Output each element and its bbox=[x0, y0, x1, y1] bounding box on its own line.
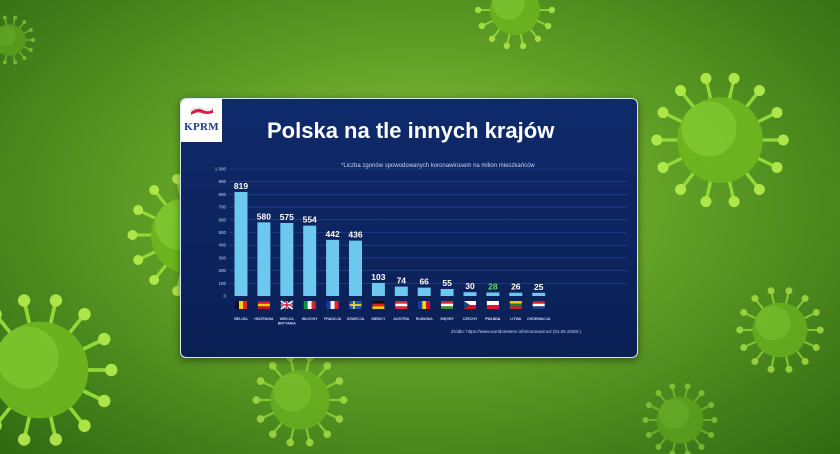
y-tick-label: 900 bbox=[218, 179, 226, 184]
bar bbox=[257, 222, 271, 296]
x-tick-label: WIELKA BRYTANIA bbox=[278, 317, 297, 326]
bar-value-label: 442 bbox=[326, 229, 340, 239]
kprm-logo: KPRM bbox=[181, 99, 222, 142]
x-tick-label: HISZPANIA bbox=[254, 317, 274, 321]
bar-value-label: 575 bbox=[280, 212, 294, 222]
flag-icon bbox=[395, 301, 408, 309]
x-tick-label: CZECHY bbox=[463, 317, 478, 321]
x-tick-label: RUMUNIA bbox=[416, 317, 433, 321]
infographic-card: KPRM Polska na tle innych krajów *Liczba… bbox=[180, 98, 638, 358]
bar bbox=[326, 239, 340, 296]
flag-icon bbox=[441, 301, 454, 309]
y-tick-label: 0 bbox=[223, 294, 226, 299]
y-tick-label: 1 000 bbox=[215, 167, 227, 172]
flag-icon bbox=[418, 301, 431, 309]
x-tick-label: POLSKA bbox=[485, 317, 500, 321]
flag-icon bbox=[303, 301, 316, 309]
y-tick-label: 600 bbox=[218, 217, 226, 222]
bar-value-label: 436 bbox=[348, 230, 362, 240]
flag-icon bbox=[280, 300, 294, 310]
flag-icon bbox=[509, 301, 522, 309]
bar bbox=[417, 287, 431, 296]
bar bbox=[532, 292, 546, 296]
flag-icon bbox=[326, 301, 339, 309]
virus-icon bbox=[0, 294, 118, 446]
bar-value-label: 25 bbox=[534, 282, 544, 292]
bar bbox=[394, 286, 408, 296]
bar-value-label: 580 bbox=[257, 211, 271, 221]
chart-title: Polska na tle innych krajów bbox=[267, 118, 555, 143]
virus-icon bbox=[252, 353, 348, 447]
bar-value-label: 554 bbox=[303, 215, 317, 225]
source-note: Źródło: https://www.worldometers.info/co… bbox=[451, 329, 582, 334]
bar-value-label: 55 bbox=[442, 278, 452, 288]
x-tick-label: WŁOCHY bbox=[302, 317, 319, 321]
flag-icon bbox=[486, 301, 499, 309]
flag-icon bbox=[257, 301, 270, 309]
bar bbox=[349, 240, 362, 296]
bar bbox=[303, 225, 317, 296]
bar-value-label: 66 bbox=[419, 277, 429, 287]
y-tick-label: 500 bbox=[218, 230, 226, 235]
bar-chart: 0 100 200 300 400 500 600 700 800 900 1 000 819 BELG… bbox=[215, 167, 627, 326]
bar bbox=[234, 191, 248, 296]
y-tick-label: 800 bbox=[218, 192, 226, 197]
bar bbox=[463, 292, 477, 296]
y-tick-label: 200 bbox=[218, 268, 226, 273]
virus-icon bbox=[475, 0, 555, 50]
logo-text: KPRM bbox=[184, 121, 219, 133]
x-tick-label: FRANCJA bbox=[324, 317, 342, 321]
y-tick-label: 100 bbox=[218, 281, 226, 286]
x-tick-label: CHORWACJA bbox=[527, 317, 551, 321]
flag-icon bbox=[349, 301, 362, 309]
bar-value-label: 28 bbox=[488, 281, 498, 291]
x-tick-label: NIEMCY bbox=[371, 317, 386, 321]
y-tick-label: 300 bbox=[218, 255, 226, 260]
x-tick-label: LITWA bbox=[510, 317, 522, 321]
bar-value-label: 103 bbox=[371, 272, 385, 282]
chart-subtitle: *Liczba zgonów spowodowanych koronawirus… bbox=[341, 163, 535, 169]
bar-value-label: 819 bbox=[234, 181, 248, 191]
bar bbox=[280, 222, 294, 296]
flag-icon bbox=[372, 301, 385, 309]
y-tick-label: 700 bbox=[218, 205, 226, 210]
virus-icon bbox=[651, 72, 789, 208]
y-tick-label: 400 bbox=[218, 243, 226, 248]
bar-value-label: 74 bbox=[397, 276, 407, 286]
virus-icon bbox=[642, 383, 718, 454]
flag-icon bbox=[464, 301, 476, 309]
bar-value-label: 30 bbox=[465, 281, 475, 291]
virus-icon bbox=[736, 287, 824, 373]
bar bbox=[509, 292, 523, 296]
x-tick-label: BELGIA bbox=[234, 317, 248, 321]
flag-icon bbox=[532, 301, 545, 309]
bar-value-label: 26 bbox=[511, 282, 521, 292]
x-tick-label: WĘGRY bbox=[440, 317, 454, 321]
flag-icon bbox=[191, 106, 213, 115]
x-tick-label: SZWECJA bbox=[347, 317, 365, 321]
bar bbox=[371, 282, 385, 296]
virus-icon bbox=[0, 15, 35, 65]
bar bbox=[486, 292, 500, 296]
x-tick-label: AUSTRIA bbox=[393, 317, 409, 321]
flag-icon bbox=[235, 301, 247, 309]
bar bbox=[440, 289, 454, 296]
